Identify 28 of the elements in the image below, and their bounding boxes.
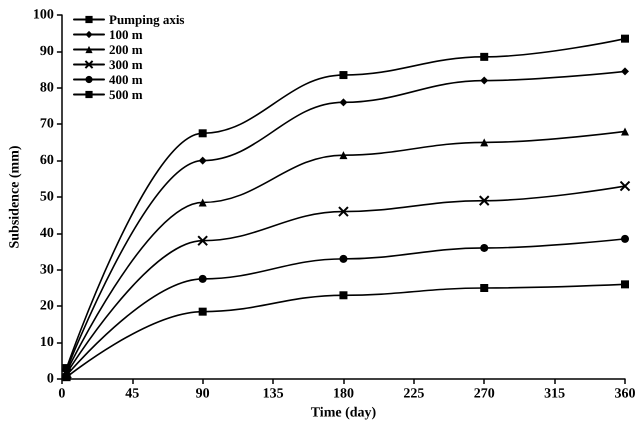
- y-tick-label: 10: [40, 335, 54, 350]
- legend-label: 400 m: [109, 72, 143, 87]
- x-tick-label: 180: [332, 386, 354, 402]
- legend-label: 200 m: [109, 42, 143, 57]
- y-tick-label: 60: [40, 153, 54, 168]
- legend-label: Pumping axis: [109, 12, 184, 27]
- y-tick-label: 100: [32, 8, 54, 22]
- y-tick-label: 0: [46, 372, 54, 386]
- x-tick-label: 135: [262, 386, 284, 402]
- x-tick-label: 270: [474, 386, 495, 402]
- y-axis-title: Subsidence (mm): [8, 145, 22, 249]
- y-tick-label: 80: [40, 80, 54, 96]
- x-tick-label: 45: [125, 386, 140, 402]
- y-tick-label: 90: [40, 44, 54, 59]
- legend-label: 500 m: [109, 87, 143, 102]
- legend-label: 300 m: [109, 57, 143, 72]
- y-tick-label: 50: [40, 190, 54, 204]
- legend-label: 100 m: [109, 27, 143, 42]
- x-axis-title: Time (day): [310, 405, 377, 420]
- y-tick-label: 30: [40, 262, 54, 278]
- x-tick-label: 360: [614, 386, 636, 402]
- x-tick-label: 90: [196, 386, 210, 402]
- x-tick-label: 315: [544, 386, 566, 402]
- x-tick-label: 225: [403, 386, 424, 402]
- x-tick-label: 0: [58, 386, 66, 402]
- y-tick-label: 20: [40, 298, 54, 314]
- y-tick-label: 70: [40, 116, 54, 132]
- y-tick-label: 40: [40, 226, 54, 241]
